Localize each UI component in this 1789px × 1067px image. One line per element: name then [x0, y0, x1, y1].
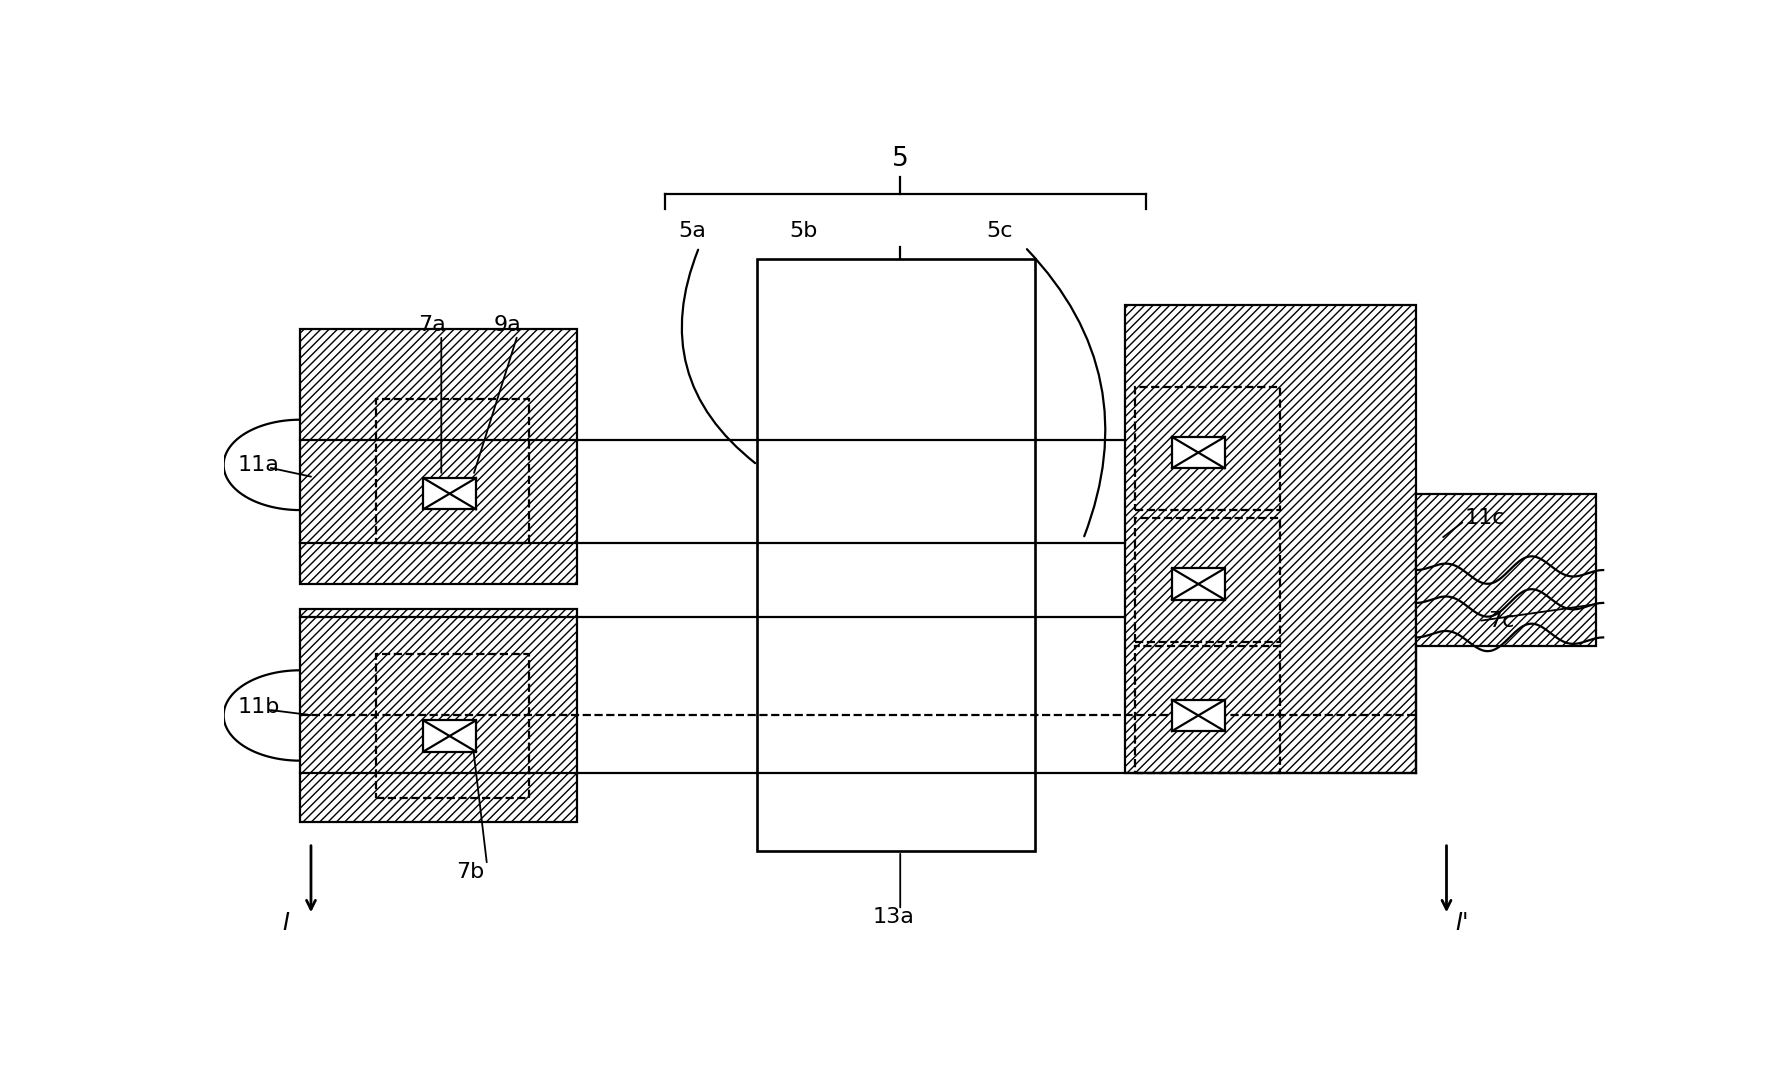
Text: 5b: 5b	[789, 221, 818, 241]
Text: 5a: 5a	[678, 221, 707, 241]
Text: I': I'	[1454, 911, 1469, 936]
Text: 11a: 11a	[238, 455, 279, 475]
Text: 11b: 11b	[238, 697, 279, 717]
Bar	[1172, 437, 1225, 468]
Bar	[1134, 519, 1281, 641]
Text: 7c: 7c	[1488, 611, 1515, 631]
Text: 7a: 7a	[417, 315, 445, 335]
Text: 13a: 13a	[873, 907, 914, 927]
Text: 7b: 7b	[456, 861, 485, 881]
Bar	[424, 478, 476, 509]
Bar	[1172, 700, 1225, 731]
Text: 9a: 9a	[494, 315, 522, 335]
Text: I: I	[283, 911, 290, 936]
Bar	[757, 259, 1034, 851]
Text: 5: 5	[893, 146, 909, 172]
Bar	[1134, 387, 1281, 510]
Bar	[376, 399, 530, 543]
Text: 11c: 11c	[1465, 508, 1505, 528]
Text: 5c: 5c	[988, 221, 1013, 241]
Bar	[1417, 494, 1596, 646]
Bar	[301, 330, 578, 584]
Bar	[376, 654, 530, 798]
Bar	[1134, 646, 1281, 773]
Bar	[1172, 569, 1225, 600]
Bar	[301, 608, 578, 823]
Bar	[424, 720, 476, 751]
Bar	[1125, 305, 1417, 773]
